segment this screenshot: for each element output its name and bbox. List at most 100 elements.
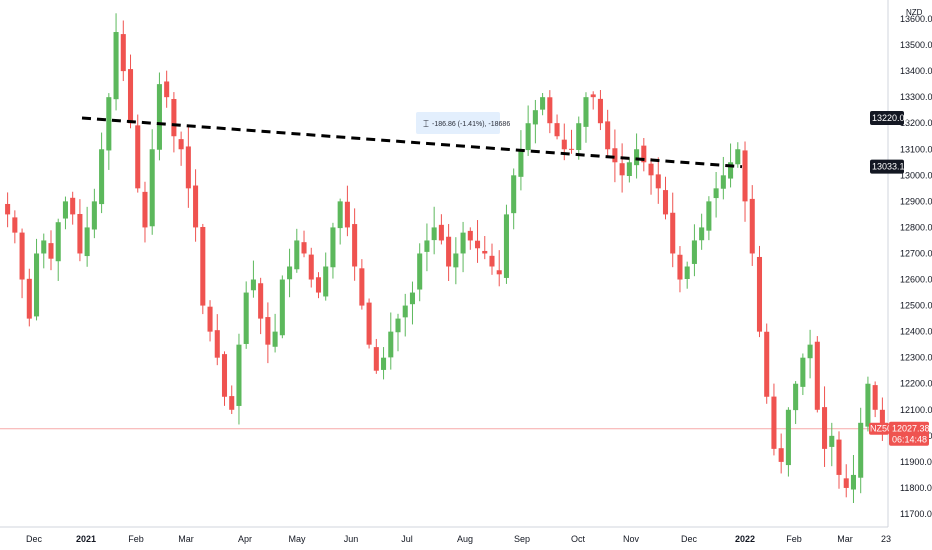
x-tick-label: 23 [881,534,891,544]
candle-body [287,266,293,280]
x-tick-label: Sep [514,534,530,544]
x-tick-label: 2021 [76,534,96,544]
x-tick-label: May [288,534,306,544]
candle-body [229,396,235,410]
candle-body [12,217,18,233]
candle-body [91,201,97,230]
candle-body [19,232,25,280]
y-tick-label: 12100.00 [900,405,932,415]
symbol-badge-background [869,422,889,435]
trendline-end-label: 13033.13 [872,162,910,172]
candle-body [142,191,148,228]
price-badge: NZ50G 12027.38 06:14:48 [869,421,930,446]
candle-body [352,224,358,267]
candle-body [691,240,697,264]
x-tick-label: Dec [26,534,43,544]
candle-body [489,255,495,267]
y-tick-label: 11700.00 [900,509,932,519]
candle-body [279,279,285,336]
currency-label: NZD [906,8,923,17]
candle-body [822,407,828,449]
measure-icon: ⌶ [423,119,429,130]
candle-body [879,409,885,429]
candle-body [207,306,213,332]
candle-body [171,99,177,137]
y-tick-label: 13100.00 [900,144,932,154]
candle-body [431,227,437,241]
candle-body [55,222,61,262]
candle-body [149,149,155,227]
candle-body [655,174,661,189]
candle-body [561,139,567,150]
y-tick-label: 12500.00 [900,301,932,311]
x-tick-label: Aug [457,534,473,544]
candle-body [243,292,249,344]
candle-body [612,148,618,163]
candle-body [236,344,242,406]
candle-body [858,422,864,478]
candle-body [84,227,90,257]
candle-series [5,13,885,503]
candle-body [872,385,878,410]
candle-body [764,331,770,397]
measure-background [416,112,500,134]
y-tick-label: 12900.00 [900,196,932,206]
candle-body [597,98,603,124]
y-tick-label: 12600.00 [900,275,932,285]
candle-body [446,236,452,267]
candle-body [626,162,632,177]
candle-body [34,253,40,317]
candle-body [200,226,206,306]
candle-body [713,188,719,199]
candle-body [785,409,791,466]
y-tick-label: 12800.00 [900,222,932,232]
candle-body [807,344,813,359]
candle-body [518,149,524,177]
candle-body [576,123,582,151]
x-tick-label: Mar [178,534,194,544]
candle-body [496,270,502,275]
measure-tooltip: ⌶ -186.86 (-1.41%), -18686 [416,112,510,134]
candle-body [185,146,191,189]
candle-body [41,240,47,254]
candle-body [735,149,741,165]
candle-body [511,175,517,214]
candle-body [395,318,401,333]
candle-body [814,341,820,410]
candle-body [583,97,589,127]
candle-body [525,123,531,151]
candle-body [164,81,170,98]
candle-body [113,32,119,100]
candle-body [619,163,625,176]
y-tick-label: 13200.00 [900,118,932,128]
y-axis[interactable]: 13600.00 13500.00 13400.00 13300.00 13200.00… [900,14,932,519]
x-tick-label: Apr [238,534,252,544]
y-tick-label: 11800.00 [900,483,932,493]
candle-body [742,150,748,202]
countdown-label: 06:14:48 [892,435,927,445]
candle-body [467,230,473,241]
candle-body [836,439,842,475]
candle-body [214,330,220,358]
candle-body [323,266,329,297]
candle-body [547,97,553,124]
candle-body [453,253,459,268]
upper-marker-badge: 13220.00 [870,111,910,125]
candle-body [460,232,466,254]
x-tick-label: Feb [786,534,802,544]
symbol-label: NZ50G [870,424,899,434]
y-tick-label: 11900.00 [900,457,932,467]
x-axis[interactable]: Dec 2021 Feb Mar Apr May Jun Jul Aug Sep Oct Nov Dec… [26,534,891,544]
trendline-end-badge: 13033.13 [870,159,910,174]
candle-body [829,435,835,447]
candle-body [670,212,676,254]
candle-body [749,198,755,254]
candle-body [865,383,871,427]
trendline[interactable] [81,116,743,169]
candle-body [106,97,112,151]
trendline-end-background [870,159,904,174]
candle-body [720,175,726,189]
candle-body [662,190,669,215]
candle-body [424,240,430,252]
